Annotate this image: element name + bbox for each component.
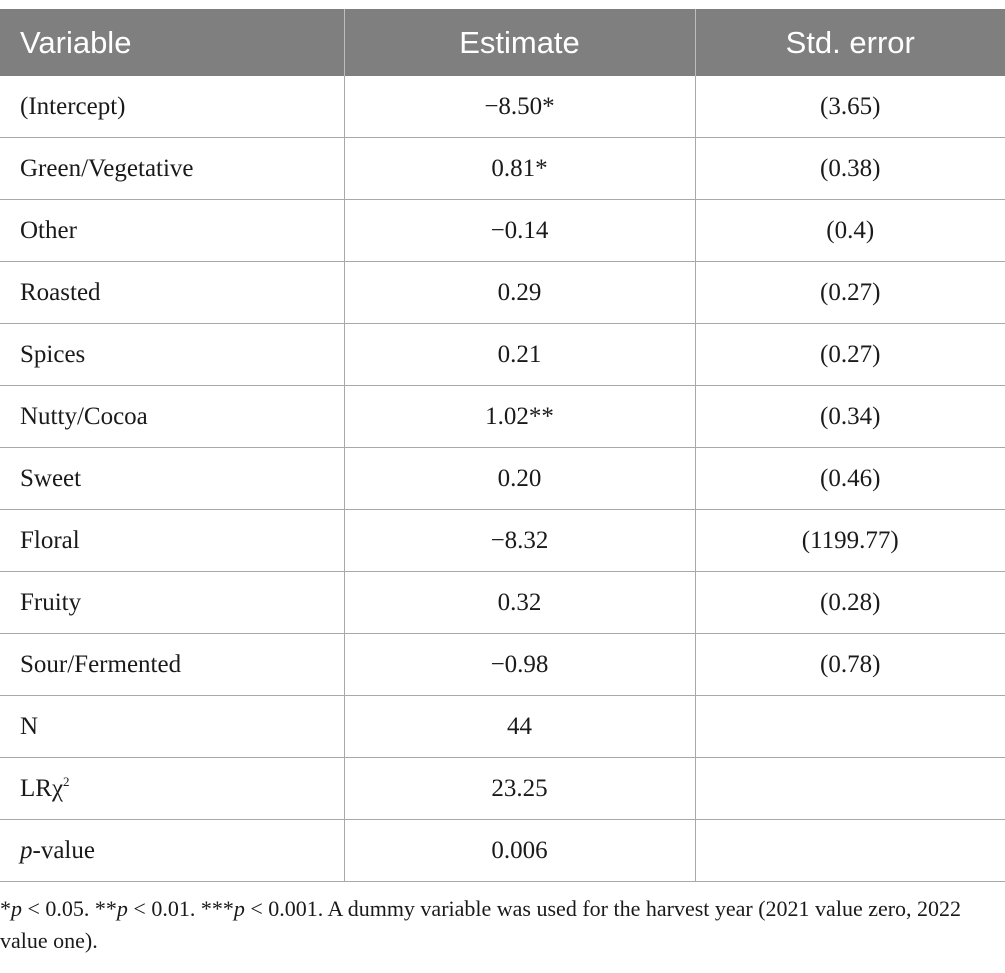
stats-row-p: p-value 0.006 xyxy=(0,819,1005,882)
std-error-cell: (0.4) xyxy=(695,199,1005,262)
std-error-cell: (0.38) xyxy=(695,137,1005,200)
table-row: Fruity 0.32 (0.28) xyxy=(0,571,1005,634)
variable-cell: (Intercept) xyxy=(0,76,345,138)
header-row: Variable Estimate Std. error xyxy=(0,9,1005,76)
footnote-p3: p xyxy=(233,896,245,921)
table-header: Variable Estimate Std. error xyxy=(0,9,1005,76)
estimate-cell: −0.98 xyxy=(344,633,696,696)
std-error-cell: (1199.77) xyxy=(695,509,1005,572)
n-label: N xyxy=(0,695,345,758)
variable-cell: Other xyxy=(0,199,345,262)
stats-row-n: N 44 xyxy=(0,695,1005,758)
lr-label-text: LRχ xyxy=(20,774,64,802)
table-row: Spices 0.21 (0.27) xyxy=(0,323,1005,386)
header-estimate: Estimate xyxy=(344,9,696,76)
footnote-p2: p xyxy=(116,896,128,921)
variable-cell: Roasted xyxy=(0,261,345,324)
regression-table: Variable Estimate Std. error (Intercept)… xyxy=(0,9,1005,882)
p-label-rest: -value xyxy=(32,836,95,864)
footnote-t2: < 0.01. *** xyxy=(127,896,234,921)
stats-row-lr: LRχ2 23.25 xyxy=(0,757,1005,820)
table-row: Sour/Fermented −0.98 (0.78) xyxy=(0,633,1005,696)
estimate-cell: −8.50* xyxy=(344,76,696,138)
std-error-cell: (0.34) xyxy=(695,385,1005,448)
table-row: Nutty/Cocoa 1.02** (0.34) xyxy=(0,385,1005,448)
variable-cell: Sour/Fermented xyxy=(0,633,345,696)
table-row: Roasted 0.29 (0.27) xyxy=(0,261,1005,324)
std-error-cell: (0.78) xyxy=(695,633,1005,696)
estimate-cell: 0.21 xyxy=(344,323,696,386)
estimate-cell: −0.14 xyxy=(344,199,696,262)
variable-cell: Sweet xyxy=(0,447,345,510)
table-row: Floral −8.32 (1199.77) xyxy=(0,509,1005,572)
lr-label: LRχ2 xyxy=(0,757,345,820)
variable-cell: Floral xyxy=(0,509,345,572)
header-variable: Variable xyxy=(0,9,345,76)
variable-cell: Nutty/Cocoa xyxy=(0,385,345,448)
p-label-italic: p xyxy=(20,836,33,864)
table-row: (Intercept) −8.50* (3.65) xyxy=(0,76,1005,138)
footnote-p1: p xyxy=(11,896,22,921)
variable-cell: Fruity xyxy=(0,571,345,634)
variable-cell: Green/Vegetative xyxy=(0,137,345,200)
footnote-t3: < 0.001. A dummy variable was used for t… xyxy=(0,896,962,953)
lr-label-sup: 2 xyxy=(63,773,70,789)
estimate-cell: 0.29 xyxy=(344,261,696,324)
std-error-cell: (0.46) xyxy=(695,447,1005,510)
empty-cell xyxy=(695,819,1005,882)
std-error-cell: (3.65) xyxy=(695,76,1005,138)
table-row: Sweet 0.20 (0.46) xyxy=(0,447,1005,510)
n-value: 44 xyxy=(344,695,696,758)
std-error-cell: (0.28) xyxy=(695,571,1005,634)
estimate-cell: 0.20 xyxy=(344,447,696,510)
estimate-cell: 0.32 xyxy=(344,571,696,634)
std-error-cell: (0.27) xyxy=(695,323,1005,386)
variable-cell: Spices xyxy=(0,323,345,386)
table-row: Other −0.14 (0.4) xyxy=(0,199,1005,262)
empty-cell xyxy=(695,695,1005,758)
estimate-cell: −8.32 xyxy=(344,509,696,572)
std-error-cell: (0.27) xyxy=(695,261,1005,324)
table-body: (Intercept) −8.50* (3.65) Green/Vegetati… xyxy=(0,76,1005,882)
table-row: Green/Vegetative 0.81* (0.38) xyxy=(0,137,1005,200)
footnote-t1: < 0.05. ** xyxy=(22,896,117,921)
estimate-cell: 0.81* xyxy=(344,137,696,200)
p-value: 0.006 xyxy=(344,819,696,882)
header-std-error: Std. error xyxy=(695,9,1005,76)
lr-value: 23.25 xyxy=(344,757,696,820)
empty-cell xyxy=(695,757,1005,820)
p-label: p-value xyxy=(0,819,345,882)
footnote-lead: * xyxy=(0,896,11,921)
table-footnote: *p < 0.05. **p < 0.01. ***p < 0.001. A d… xyxy=(0,893,1000,957)
estimate-cell: 1.02** xyxy=(344,385,696,448)
